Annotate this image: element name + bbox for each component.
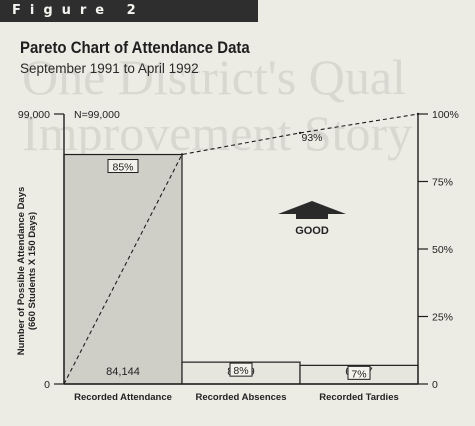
y-left-tick-label-max: 99,000 [18,109,50,121]
percent-label-absences: 8% [233,365,248,377]
cumulative-label: 93% [301,132,322,144]
percent-box-attendance [107,159,139,174]
good-arrow-icon [278,201,346,219]
y-right-tick-label-25: 25% [432,312,453,324]
background-text-line-1: One District's Qual [22,49,406,105]
category-label-tardies: Recorded Tardies [319,392,399,403]
percent-label-attendance: 85% [112,162,133,174]
y-right-tick-label-100: 100% [432,109,459,121]
category-label-absences: Recorded Absences [196,392,287,403]
cumulative-line [63,113,419,385]
y-left-tick-label-zero: 0 [44,379,50,391]
percent-label-tardies: 7% [351,368,366,380]
y-right-tick-label-75: 75% [432,177,453,189]
percent-box-absences [229,362,253,377]
chart-subtitle: September 1991 to April 1992 [20,61,199,76]
category-label-attendance: Recorded Attendance [74,392,172,403]
y-right-tick-label-0: 0 [432,379,438,391]
good-annotation: GOOD [295,225,329,237]
percent-box-tardies [347,365,371,380]
chart-title: Pareto Chart of Attendance Data [20,38,250,57]
cumulative-point-3 [416,112,420,116]
value-label-attendance: 84,144 [106,366,140,378]
y-right-tick-label-50: 50% [432,244,453,256]
figure-label: Figure 2 [0,0,258,22]
total-label: N=99,000 [74,109,120,121]
background-text-line-2: Improvement Story [22,105,413,161]
cumulative-point-1 [180,153,184,156]
cumulative-point-2 [298,131,302,135]
